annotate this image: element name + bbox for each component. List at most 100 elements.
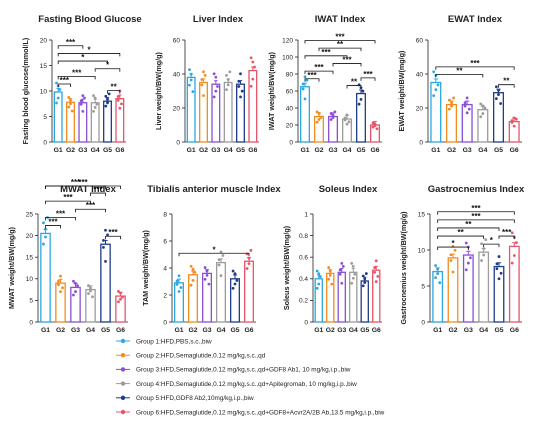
- data-point: [328, 273, 332, 277]
- data-point: [116, 98, 120, 102]
- data-point: [237, 85, 241, 88]
- y-tick-label: 15: [40, 63, 48, 70]
- data-point: [93, 106, 97, 109]
- data-point: [216, 85, 219, 88]
- significance-label: ***: [66, 38, 76, 47]
- significance-bracket: [178, 252, 250, 257]
- data-point: [61, 286, 64, 290]
- significance-label: ***: [78, 178, 88, 187]
- y-tick-label: 0: [176, 139, 180, 146]
- data-point: [317, 282, 321, 286]
- data-point: [453, 248, 457, 252]
- significance-label: ***: [71, 178, 81, 187]
- y-tick-label: 0: [43, 139, 47, 146]
- significance-label: ***: [502, 228, 512, 237]
- chart-title: Tibialis anterior muscle Index: [147, 184, 281, 195]
- x-tick-label: G6: [116, 327, 125, 334]
- data-point: [191, 90, 195, 94]
- bar: [300, 86, 310, 143]
- data-point: [106, 101, 109, 105]
- data-point: [74, 290, 77, 293]
- x-tick-label: G3: [328, 147, 337, 154]
- data-point: [350, 261, 354, 265]
- x-tick-label: G6: [248, 147, 257, 154]
- y-tick-label: 0: [289, 139, 293, 146]
- data-point: [497, 255, 501, 258]
- data-point: [245, 267, 249, 270]
- chart-title: Soleus Index: [319, 184, 378, 195]
- bar: [461, 103, 473, 143]
- y-axis-label: Gastrocnemius weight/BW(mg/g): [399, 211, 408, 325]
- x-tick-label: G4: [216, 327, 225, 334]
- data-point: [228, 70, 232, 74]
- data-point: [189, 283, 193, 287]
- data-point: [233, 282, 237, 286]
- data-point: [226, 78, 230, 81]
- data-point: [450, 101, 453, 105]
- data-point: [345, 113, 349, 117]
- data-point: [447, 107, 451, 111]
- data-point: [481, 112, 485, 115]
- y-tick-label: 60: [286, 88, 294, 95]
- legend-marker: [120, 409, 126, 415]
- x-tick-label: G2: [56, 327, 65, 334]
- data-point: [104, 104, 108, 108]
- x-tick-label: G1: [433, 327, 442, 334]
- significance-bracket: [332, 63, 362, 67]
- x-tick-label: G6: [510, 147, 519, 154]
- data-point: [318, 275, 322, 279]
- legend-marker: [120, 367, 126, 372]
- data-point: [233, 272, 237, 276]
- significance-bracket: [304, 78, 320, 82]
- data-point: [55, 81, 58, 85]
- x-tick-label: G2: [188, 327, 197, 334]
- x-tick-label: G3: [463, 147, 472, 154]
- y-tick-label: 0.2: [299, 298, 308, 305]
- significance-label: ***: [56, 209, 66, 218]
- data-point: [76, 284, 79, 288]
- x-tick-label: G6: [510, 327, 519, 334]
- significance-label: ***: [335, 33, 345, 42]
- data-point: [177, 274, 181, 278]
- significance-label: ***: [307, 71, 317, 80]
- data-point: [330, 282, 334, 286]
- significance-bracket: [435, 66, 515, 70]
- bar: [236, 83, 245, 143]
- significance-bracket: [498, 235, 515, 240]
- chart-title: EWAT Index: [448, 14, 503, 25]
- significance-label: ***: [314, 63, 324, 72]
- y-tick-label: 100: [282, 54, 293, 61]
- x-tick-label: G5: [101, 327, 110, 334]
- data-point: [249, 56, 253, 60]
- significance-label: ***: [471, 212, 481, 221]
- data-point: [249, 84, 253, 88]
- data-point: [463, 101, 467, 105]
- chart-title: IWAT Index: [315, 14, 366, 25]
- x-tick-label: G4: [478, 147, 487, 154]
- data-point: [226, 83, 230, 87]
- data-point: [315, 110, 319, 114]
- bar: [186, 76, 196, 143]
- data-point: [327, 277, 331, 281]
- data-point: [361, 89, 365, 93]
- data-point: [83, 96, 86, 100]
- x-tick-label: G3: [71, 327, 80, 334]
- data-point: [188, 68, 191, 72]
- data-point: [479, 102, 483, 106]
- x-tick-label: G3: [78, 147, 87, 154]
- y-tick-label: 20: [173, 105, 181, 112]
- data-point: [467, 107, 471, 111]
- significance-bracket: [45, 200, 91, 205]
- significance-label: *: [451, 239, 455, 248]
- data-point: [483, 106, 487, 110]
- significance-bracket: [318, 47, 362, 52]
- data-point: [374, 259, 378, 263]
- significance-bracket: [90, 192, 106, 197]
- y-tick-label: 5: [421, 283, 425, 290]
- chart-title: Gastrocnemius Index: [428, 184, 525, 195]
- data-point: [305, 78, 309, 82]
- significance-bracket: [437, 246, 469, 251]
- data-point: [432, 94, 436, 97]
- data-point: [436, 272, 440, 276]
- significance-label: **: [503, 77, 510, 86]
